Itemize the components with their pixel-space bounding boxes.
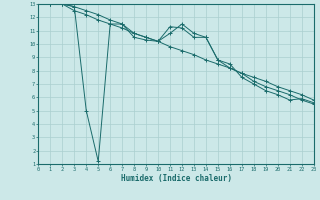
X-axis label: Humidex (Indice chaleur): Humidex (Indice chaleur) [121,174,231,183]
